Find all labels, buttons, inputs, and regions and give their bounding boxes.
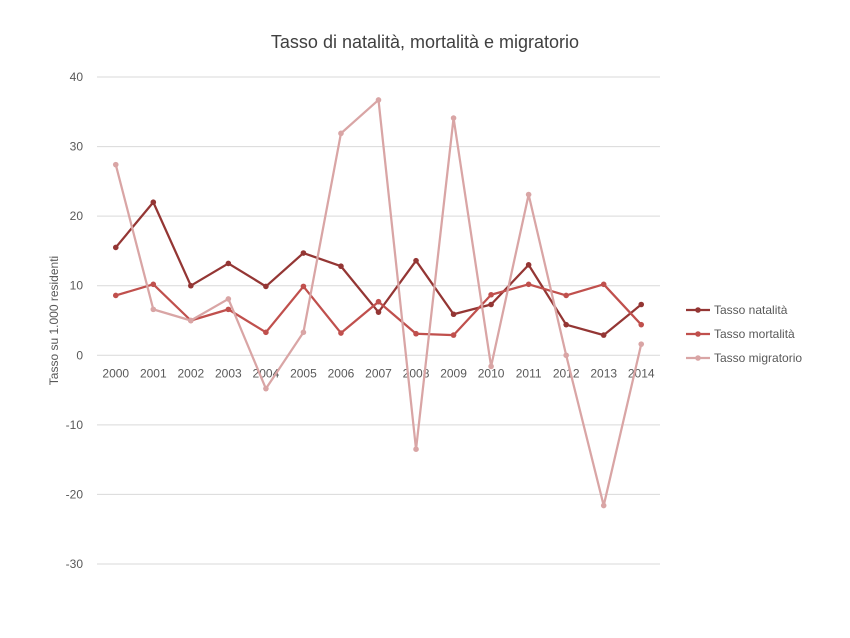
y-tick-label: -10 — [66, 418, 84, 432]
legend-item: Tasso natalità — [686, 303, 788, 317]
y-tick-label: -20 — [66, 487, 84, 501]
data-point — [338, 130, 344, 137]
data-point — [300, 250, 307, 256]
data-point — [488, 363, 494, 370]
x-tick-label: 2010 — [478, 366, 505, 380]
data-point — [263, 385, 269, 392]
data-point — [450, 332, 457, 338]
legend-label: Tasso natalità — [714, 303, 788, 317]
y-tick-label: 10 — [70, 279, 84, 293]
data-point — [150, 306, 157, 313]
y-tick-label: 40 — [70, 70, 84, 84]
data-point — [638, 321, 645, 328]
data-point — [488, 291, 494, 298]
legend-label: Tasso migratorio — [714, 351, 802, 365]
data-point — [188, 282, 194, 289]
gridlines — [97, 76, 660, 565]
legend: Tasso natalità Tasso mortalità Tasso migra… — [686, 303, 802, 365]
data-point — [525, 191, 532, 198]
data-point — [563, 321, 569, 328]
series-line — [114, 201, 642, 337]
data-point — [112, 292, 119, 299]
data-point — [488, 301, 494, 308]
data-point — [338, 330, 344, 336]
data-point — [338, 263, 344, 270]
data-point — [225, 296, 232, 302]
series-3 — [112, 97, 645, 509]
data-point — [112, 244, 119, 251]
data-point — [375, 309, 382, 315]
data-point — [225, 306, 232, 313]
legend-item: Tasso migratorio — [686, 351, 802, 365]
data-point — [600, 502, 607, 509]
x-tick-label: 2011 — [516, 366, 542, 380]
data-point — [263, 283, 269, 290]
x-tick-label: 2014 — [628, 366, 655, 380]
chart-title: Tasso di natalità, mortalità e migratori… — [271, 32, 579, 52]
y-tick-label: 0 — [76, 348, 83, 362]
data-point — [300, 329, 307, 336]
y-tick-label: 30 — [70, 140, 84, 154]
x-tick-label: 2012 — [553, 366, 580, 380]
data-point — [225, 260, 232, 267]
legend-marker — [695, 355, 701, 361]
x-tick-label: 2013 — [590, 366, 617, 380]
data-point — [525, 281, 532, 288]
data-point — [450, 311, 457, 318]
data-point — [150, 199, 157, 206]
x-axis-ticks: 2000 2001 2002 2003 2004 2005 2006 2007 2008 2009… — [102, 366, 654, 380]
data-point — [600, 281, 607, 288]
series-1 — [112, 199, 645, 338]
y-tick-label: -30 — [66, 557, 84, 571]
y-tick-label: 20 — [70, 209, 84, 223]
data-point — [375, 298, 382, 305]
x-tick-label: 2002 — [177, 366, 204, 380]
data-point — [638, 341, 645, 347]
x-tick-label: 2003 — [215, 366, 242, 380]
y-axis-label: Tasso su 1.000 residenti — [47, 256, 61, 385]
data-point — [112, 161, 119, 168]
data-point — [413, 446, 419, 453]
data-point — [525, 262, 532, 268]
data-point — [188, 317, 194, 324]
data-point — [600, 332, 607, 338]
data-point — [300, 283, 307, 290]
legend-item: Tasso mortalità — [686, 327, 795, 341]
data-point — [563, 292, 569, 299]
y-axis-ticks: 40 30 20 10 0 -10 -20 -30 — [66, 70, 84, 571]
data-point — [450, 115, 457, 121]
x-tick-label: 2005 — [290, 366, 317, 380]
x-tick-label: 2001 — [140, 366, 167, 380]
x-tick-label: 2007 — [365, 366, 392, 380]
legend-marker — [695, 331, 701, 337]
x-tick-label: 2008 — [403, 366, 430, 380]
data-point — [413, 330, 419, 337]
data-point — [263, 329, 269, 336]
legend-marker — [695, 307, 701, 313]
data-point — [638, 301, 645, 308]
data-point — [150, 281, 157, 288]
x-tick-label: 2000 — [102, 366, 129, 380]
legend-label: Tasso mortalità — [714, 327, 795, 341]
x-tick-label: 2006 — [328, 366, 355, 380]
data-point — [563, 352, 569, 359]
data-point — [375, 97, 382, 103]
data-point — [413, 257, 419, 264]
series-lines — [112, 97, 645, 509]
x-tick-label: 2009 — [440, 366, 467, 380]
